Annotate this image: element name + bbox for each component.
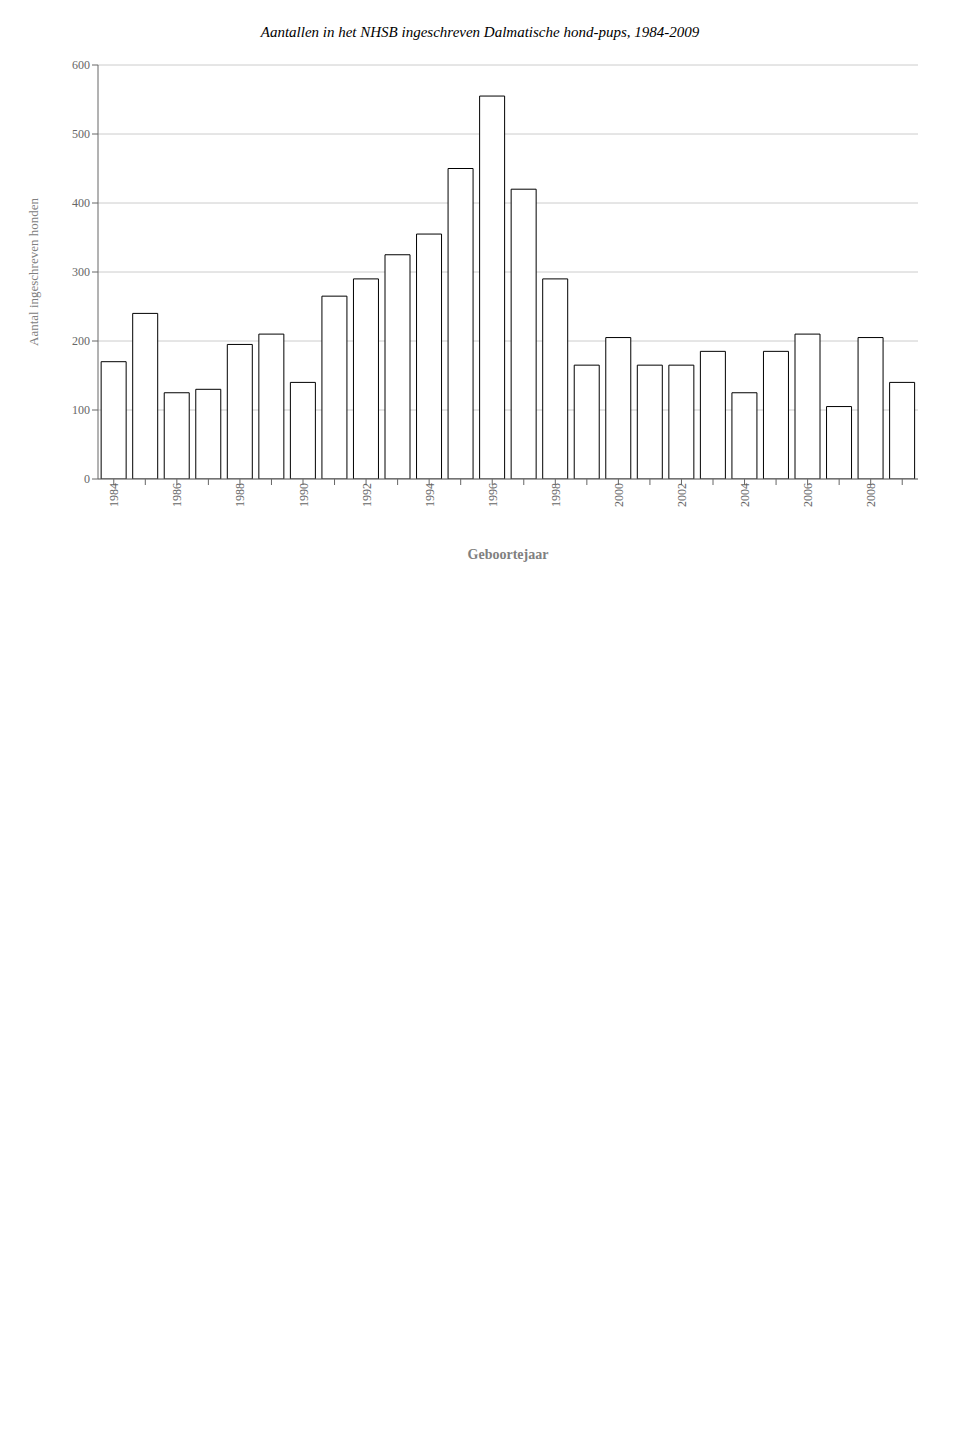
html-text:Aantallen in het NHSB ingeschr: Aantallen in het NHSB ingeschreven Dalma… [260,24,700,40]
svg-text:1984: 1984 [107,483,121,507]
svg-text:2000: 2000 [612,483,626,507]
svg-text:1992: 1992 [360,483,374,507]
svg-text:2008: 2008 [864,483,878,507]
svg-text:300: 300 [72,265,90,279]
svg-text:Geboortejaar: Geboortejaar [468,547,549,562]
svg-text:500: 500 [72,127,90,141]
svg-text:100: 100 [72,403,90,417]
svg-text:2006: 2006 [801,483,815,507]
svg-text:2004: 2004 [738,483,752,507]
svg-text:400: 400 [72,196,90,210]
svg-text:1998: 1998 [549,483,563,507]
svg-text:Aantal ingeschreven honden: Aantal ingeschreven honden [26,198,41,347]
svg-text:1994: 1994 [423,483,437,507]
svg-text:1990: 1990 [297,483,311,507]
svg-text:200: 200 [72,334,90,348]
svg-text:2002: 2002 [675,483,689,507]
svg-text:1996: 1996 [486,483,500,507]
svg-text:1986: 1986 [170,483,184,507]
svg-text:1988: 1988 [233,483,247,507]
svg-text:600: 600 [72,58,90,72]
svg-text:0: 0 [84,472,90,486]
